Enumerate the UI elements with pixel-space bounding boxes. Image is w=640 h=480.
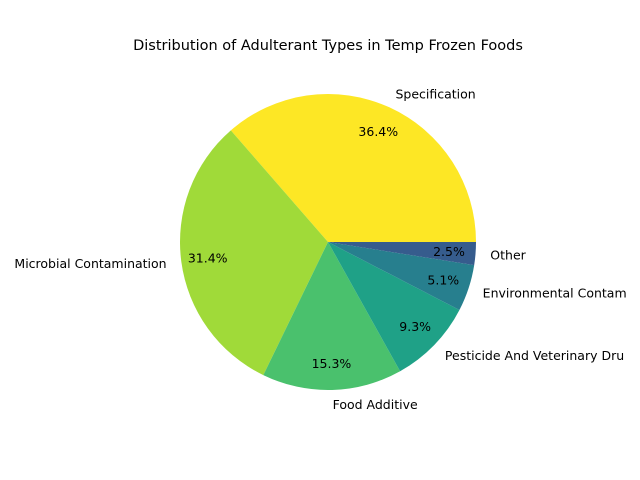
pie-labels: 36.4% Specification 31.4% Microbial Contami… xyxy=(14,86,626,412)
pie-slice-3 xyxy=(328,242,460,372)
pie-pct-label-5: 2.5% xyxy=(433,244,465,259)
pie-category-label-3: Pesticide And Veterinary Dru xyxy=(445,348,624,363)
pie-slices xyxy=(179,93,477,391)
pie-category-label-1: Microbial Contamination xyxy=(14,256,166,271)
pie-pct-label-3: 9.3% xyxy=(399,319,431,334)
pie-slice-5 xyxy=(328,242,476,266)
pie-pct-label-1: 31.4% xyxy=(188,250,228,265)
pie-slice-2 xyxy=(263,242,401,391)
pie-slice-1 xyxy=(179,130,328,376)
pie-category-label-2: Food Additive xyxy=(333,397,418,412)
pie-pct-label-4: 5.1% xyxy=(427,272,459,287)
chart-title: Distribution of Adulterant Types in Temp… xyxy=(133,38,523,54)
pie-slice-0 xyxy=(230,93,477,242)
pie-category-label-0: Specification xyxy=(395,86,475,101)
pie-pct-label-0: 36.4% xyxy=(358,124,398,139)
pie-slice-4 xyxy=(328,242,475,311)
pie-category-label-5: Other xyxy=(490,247,526,262)
pie-category-label-4: Environmental Contam xyxy=(483,285,627,300)
pie-pct-label-2: 15.3% xyxy=(312,356,352,371)
